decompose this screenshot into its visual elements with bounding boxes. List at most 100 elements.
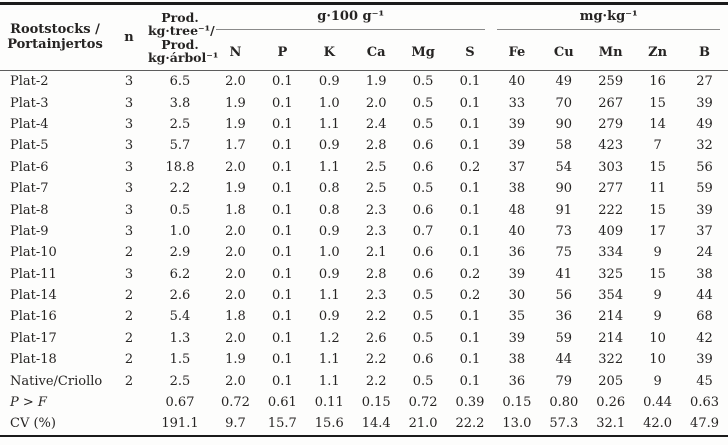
cell-value: 38 [508, 352, 526, 368]
cell-value: 0.11 [314, 395, 344, 411]
cell-value: 2.8 [365, 266, 387, 282]
cell-value: 1.1 [318, 116, 340, 132]
row-label: Plat-14 [10, 288, 57, 304]
cell-value: 2.0 [365, 95, 387, 111]
cell-value: 1.1 [318, 159, 340, 175]
cell-value: 0.1 [272, 138, 293, 154]
cell-value: 0.39 [455, 395, 485, 411]
cell-prod: 5.7 [169, 138, 191, 154]
row-label: CV (%) [10, 416, 56, 432]
cell-value: 45 [696, 373, 713, 389]
cell-value: 54 [555, 159, 573, 175]
cell-value: 10 [649, 352, 666, 368]
cell-value: 27 [696, 74, 713, 90]
cell-value: 0.1 [272, 352, 293, 368]
cell-n: 3 [124, 116, 134, 132]
cell-value: 40 [508, 223, 526, 239]
cell-value: 9 [653, 373, 662, 389]
table-row: Plat-2 3 6.5 2.0 0.1 0.9 1.9 0.5 0.1 40 49 259 16 27 [0, 71, 728, 93]
cell-value: 0.5 [412, 373, 434, 389]
cell-value: 22.2 [455, 416, 485, 432]
cell-value: 15.7 [267, 416, 297, 432]
cell-value: 2.2 [365, 373, 387, 389]
cell-value: 0.1 [459, 245, 481, 261]
cell-n: 2 [124, 352, 134, 368]
table-row: Plat-8 3 0.5 1.8 0.1 0.8 2.3 0.6 0.1 48 91 222 15 39 [0, 199, 728, 220]
cell-value: 205 [598, 373, 624, 389]
table-row: Plat-14 2 2.6 2.0 0.1 1.1 2.3 0.5 0.2 30 56 354 9 44 [0, 285, 728, 306]
row-label: Plat-7 [10, 181, 49, 197]
row-label: Native/Criollo [10, 373, 103, 389]
cell-value: 90 [555, 116, 573, 132]
cell-prod: 18.8 [165, 159, 195, 175]
table-row: Plat-17 2 1.3 2.0 0.1 1.2 2.6 0.5 0.1 39 59 214 10 42 [0, 328, 728, 349]
cell-value: 354 [598, 288, 624, 304]
cell-value: 39 [696, 202, 713, 218]
cell-value: 33 [508, 95, 526, 111]
cell-value: 0.9 [318, 223, 340, 239]
cell-value: 16 [649, 74, 666, 90]
cell-value: 0.1 [272, 159, 293, 175]
row-label: Plat-3 [10, 95, 49, 111]
cell-value: 2.0 [225, 159, 246, 175]
cell-value: 2.5 [365, 159, 387, 175]
cell-value: 7 [653, 138, 662, 154]
cell-value: 0.1 [459, 330, 481, 346]
row-label: Plat-5 [10, 138, 49, 154]
cell-n: 3 [124, 159, 134, 175]
cell-value: 423 [598, 138, 624, 154]
cell-value: 0.26 [596, 395, 626, 411]
cell-value: 38 [696, 266, 713, 282]
table-row: Plat-3 3 3.8 1.9 0.1 1.0 2.0 0.5 0.1 33 70 267 15 39 [0, 92, 728, 113]
cell-value: 0.1 [272, 245, 293, 261]
cell-value: 0.6 [412, 159, 434, 175]
cell-value: 21.0 [408, 416, 438, 432]
cell-value: 36 [555, 309, 573, 325]
cell-value: 15 [649, 159, 666, 175]
cell-value: 0.5 [412, 95, 434, 111]
header-col-Fe: Fe [508, 44, 526, 60]
row-label: Plat-2 [10, 74, 49, 90]
row-label: Plat-6 [10, 159, 49, 175]
cell-value: 9 [653, 288, 662, 304]
cell-value: 0.1 [459, 352, 481, 368]
nutrient-table: Rootstocks / Portainjertos n Prod. kg·tr… [0, 2, 728, 437]
cell-value: 0.1 [272, 223, 293, 239]
cell-value: 49 [555, 74, 573, 90]
cell-value: 37 [508, 159, 526, 175]
cell-value: 0.1 [459, 95, 481, 111]
cell-value: 0.5 [412, 330, 434, 346]
cell-value: 48 [508, 202, 526, 218]
cell-value: 0.2 [459, 266, 481, 282]
cell-value: 0.6 [412, 352, 434, 368]
cell-value: 0.1 [459, 138, 481, 154]
cell-value: 2.0 [225, 245, 246, 261]
cell-value: 0.1 [459, 202, 481, 218]
cell-value: 1.0 [318, 95, 340, 111]
cell-value: 0.9 [318, 74, 340, 90]
cell-value: 1.0 [318, 245, 340, 261]
cell-value: 0.1 [459, 181, 481, 197]
cell-value: 39 [508, 116, 526, 132]
row-label: Plat-4 [10, 116, 49, 132]
cell-value: 2.2 [365, 352, 387, 368]
cell-value: 1.9 [225, 95, 246, 111]
cell-value: 0.1 [272, 330, 293, 346]
header-col-Mn: Mn [598, 44, 623, 60]
cell-value: 0.1 [272, 373, 293, 389]
cell-value: 2.8 [365, 138, 387, 154]
cell-value: 2.6 [365, 330, 387, 346]
header-prod: Prod. kg·tree⁻¹/ Prod. kg·árbol⁻¹ [148, 9, 219, 65]
cell-value: 0.15 [502, 395, 532, 411]
cell-value: 32.1 [596, 416, 626, 432]
table-body: Plat-2 3 6.5 2.0 0.1 0.9 1.9 0.5 0.1 40 49 259 16 27 P… [0, 71, 728, 436]
table-row: Plat-16 2 5.4 1.8 0.1 0.9 2.2 0.5 0.1 35 36 214 9 68 [0, 306, 728, 327]
cell-value: 1.9 [225, 116, 246, 132]
cell-value: 0.1 [459, 74, 481, 90]
cell-value: 0.7 [412, 223, 434, 239]
cell-value: 0.9 [318, 266, 340, 282]
cell-value: 36 [508, 245, 526, 261]
cell-value: 0.2 [459, 159, 481, 175]
cell-value: 277 [598, 181, 624, 197]
